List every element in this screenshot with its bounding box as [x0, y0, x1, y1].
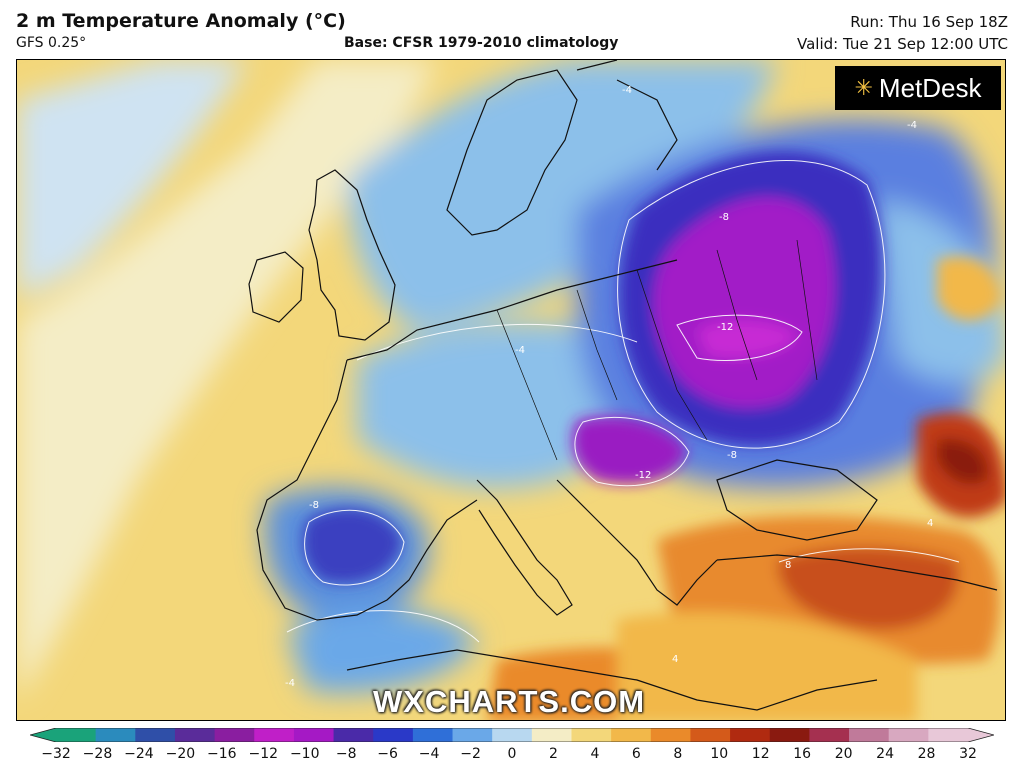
colorbar-segment — [650, 728, 692, 742]
colorbar-tick-label: −8 — [335, 746, 357, 762]
colorbar-segment — [690, 728, 731, 742]
colorbar-tick-label: 10 — [710, 746, 729, 762]
contour-label: -12 — [717, 322, 734, 333]
colorbar-tick-label: −10 — [289, 746, 320, 762]
contour-label: 8 — [785, 560, 792, 571]
colorbar-segment — [492, 728, 533, 742]
colorbar-segment — [928, 728, 969, 742]
colorbar-tick-label: 16 — [793, 746, 812, 762]
colorbar-tick-label: 0 — [507, 746, 517, 762]
colorbar-tick-label: −4 — [418, 746, 440, 762]
colorbar-segment — [214, 728, 255, 742]
contour-label: -4 — [285, 678, 295, 689]
colorbar-segment — [254, 728, 295, 742]
colorbar-segment — [531, 728, 573, 742]
contour-label: 4 — [672, 654, 679, 665]
colorbar-segment — [95, 728, 136, 742]
colorbar-segment — [571, 728, 612, 742]
colorbar — [30, 728, 994, 742]
colorbar-segment — [849, 728, 890, 742]
colorbar-tick-label: −6 — [377, 746, 398, 762]
colorbar-segment — [769, 728, 810, 742]
colorbar-max-arrow — [968, 728, 994, 742]
colorbar-tick-label: 2 — [548, 746, 558, 762]
colorbar-segment — [135, 728, 176, 742]
contour-label: -8 — [727, 450, 737, 461]
colorbar-tick-label: −20 — [165, 746, 196, 762]
colorbar-segment — [888, 728, 929, 742]
valid-time-label: Valid: Tue 21 Sep 12:00 UTC — [797, 35, 1008, 53]
anomaly-map[interactable]: ✳ MetDesk WXCHARTS.COM -4 -8 -12 -4 -8 -… — [16, 59, 1006, 721]
colorbar-segment — [293, 728, 335, 742]
run-time-label: Run: Thu 16 Sep 18Z — [850, 13, 1008, 31]
colorbar-tick-label: 24 — [876, 746, 894, 762]
colorbar-tick-label: 12 — [751, 746, 770, 762]
contour-label: 4 — [927, 518, 934, 529]
colorbar-tick-label: 6 — [631, 746, 641, 762]
colorbar-tick-label: 20 — [834, 746, 853, 762]
colorbar-tick-label: −24 — [124, 746, 154, 762]
colorbar-min-arrow — [30, 728, 56, 742]
map-field — [17, 60, 1005, 720]
colorbar-tick-label: −16 — [207, 746, 237, 762]
colorbar-tick-label: 4 — [590, 746, 600, 762]
colorbar-segment — [333, 728, 374, 742]
metdesk-logo-icon: ✳ — [854, 75, 873, 100]
colorbar-tick-label: −12 — [248, 746, 279, 762]
colorbar-segment — [611, 728, 652, 742]
metdesk-logo-text: MetDesk — [878, 72, 982, 103]
colorbar-segment — [174, 728, 216, 742]
climatology-base-label: Base: CFSR 1979-2010 climatology — [344, 35, 619, 51]
model-label: GFS 0.25° — [16, 35, 87, 51]
colorbar-segment — [730, 728, 771, 742]
contour-label: -4 — [515, 345, 525, 356]
contour-label: -4 — [907, 120, 917, 131]
colorbar-tick-label: −2 — [460, 746, 481, 762]
metdesk-logo: ✳ MetDesk — [835, 66, 1001, 110]
colorbar-segment — [452, 728, 493, 742]
contour-label: -8 — [309, 500, 319, 511]
colorbar-segment — [373, 728, 414, 742]
colorbar-ticks: −32 −28 −24 −20 −16 −12 −10 −8 −6 −4 −2 0 2 4 6 8 10 12 16… — [0, 746, 1024, 770]
contour-label: -8 — [719, 212, 729, 223]
colorbar-tick-label: 8 — [673, 746, 683, 762]
colorbar-segment — [809, 728, 850, 742]
wxcharts-watermark: WXCHARTS.COM — [373, 684, 646, 719]
colorbar-segment — [56, 728, 97, 742]
colorbar-tick-label: 28 — [917, 746, 936, 762]
colorbar-tick-label: −28 — [82, 746, 113, 762]
colorbar-tick-label: −32 — [41, 746, 71, 762]
colorbar-segment — [412, 728, 454, 742]
chart-title: 2 m Temperature Anomaly (°C) — [16, 10, 346, 32]
contour-label: -12 — [635, 470, 652, 481]
contour-label: -4 — [622, 85, 632, 96]
colorbar-tick-label: 32 — [959, 746, 977, 762]
